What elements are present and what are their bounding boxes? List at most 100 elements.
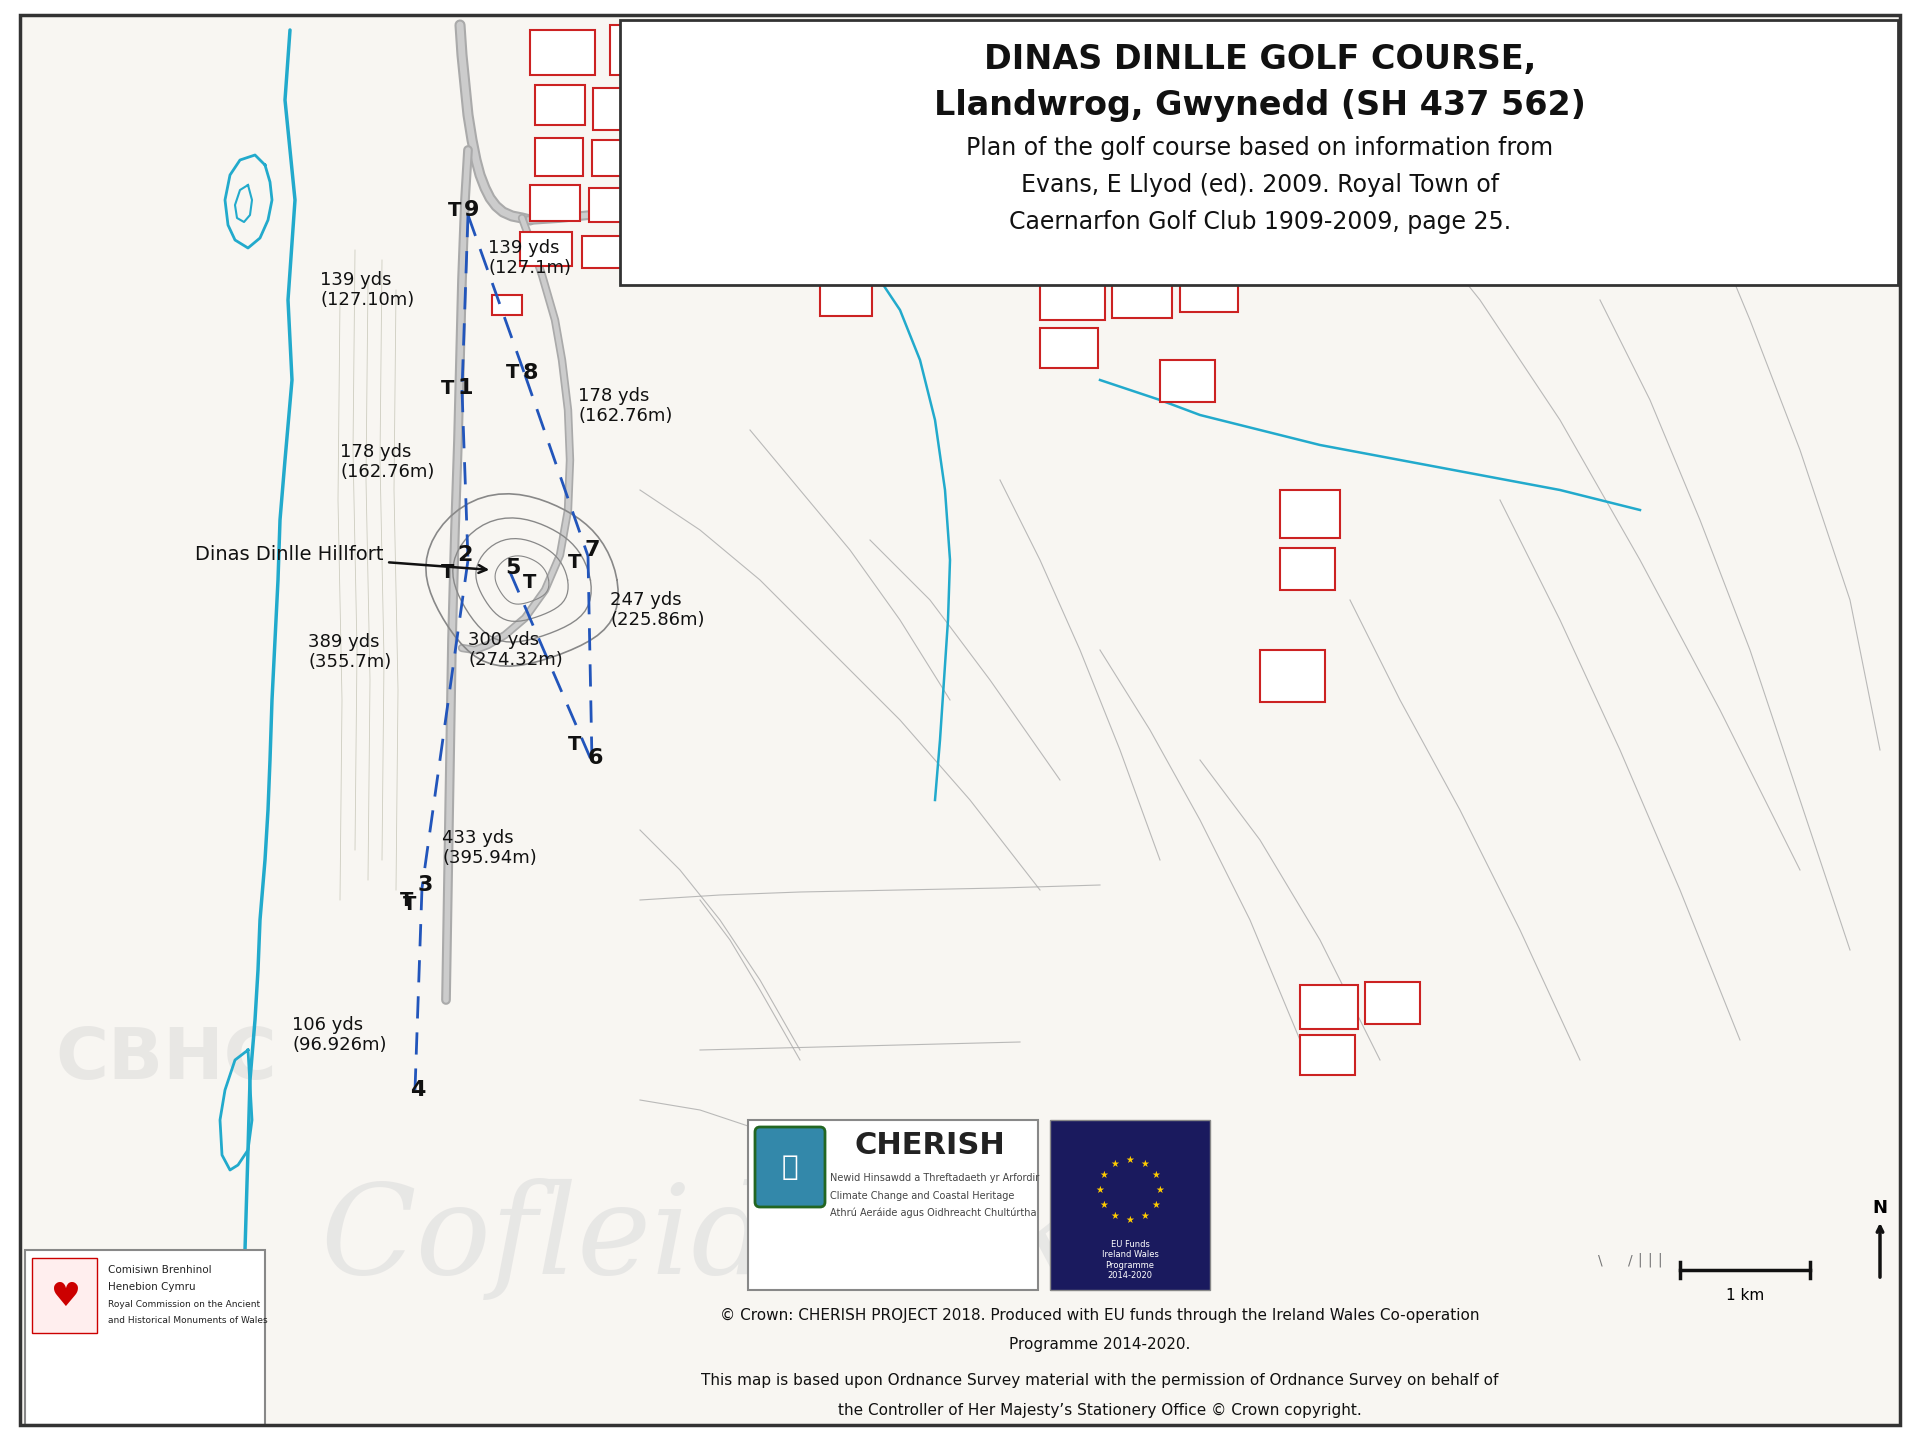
Text: |: | [1647,1253,1653,1267]
Text: the Controller of Her Majesty’s Stationery Office © Crown copyright.: the Controller of Her Majesty’s Statione… [839,1403,1361,1417]
Text: T: T [399,890,413,910]
Bar [620,20,1899,285]
Text: This map is based upon Ordnance Survey material with the permission of Ordnance : This map is based upon Ordnance Survey m… [701,1372,1500,1388]
Text: ★: ★ [1152,1200,1160,1210]
Text: 2: 2 [457,544,472,564]
Text: ★: ★ [1100,1200,1108,1210]
Text: CBHC: CBHC [56,1025,276,1094]
Bar [530,184,580,220]
Bar [536,85,586,125]
Bar [611,24,680,75]
Bar [795,82,854,124]
Text: Royal Commission on the Ancient: Royal Commission on the Ancient [108,1300,259,1309]
Bar [730,81,785,125]
Text: 139 yds
(127.10m): 139 yds (127.10m) [321,271,415,310]
Bar [1050,1120,1210,1290]
Text: ♥: ♥ [50,1280,81,1312]
Text: 139 yds
(127.1m): 139 yds (127.1m) [488,239,570,278]
Text: ⛵: ⛵ [781,1153,799,1181]
Bar [724,184,780,220]
FancyBboxPatch shape [755,1128,826,1207]
Text: ★: ★ [1125,1155,1135,1165]
Text: 9: 9 [465,200,480,220]
Bar [536,138,584,176]
Text: T: T [524,573,538,592]
Text: DINAS DINLLE GOLF COURSE,: DINAS DINLLE GOLF COURSE, [983,43,1536,76]
Bar [492,295,522,315]
Text: 7: 7 [584,540,599,560]
Bar [530,30,595,75]
Text: CHERISH: CHERISH [854,1130,1006,1159]
Text: N: N [1872,1200,1887,1217]
Text: T: T [442,379,455,397]
Text: and Historical Monuments of Wales: and Historical Monuments of Wales [108,1316,267,1325]
Text: Evans, E Llyod (ed). 2009. Royal Town of: Evans, E Llyod (ed). 2009. Royal Town of [1021,173,1500,197]
Bar [1181,268,1238,312]
Bar [1041,275,1106,320]
Text: ★: ★ [1152,1169,1160,1179]
Bar [520,232,572,266]
Text: Llandwrog, Gwynedd (SH 437 562): Llandwrog, Gwynedd (SH 437 562) [933,88,1586,121]
Bar [820,278,872,315]
Text: |: | [1638,1253,1642,1267]
Bar [660,82,726,130]
Text: 433 yds
(395.94m): 433 yds (395.94m) [442,828,538,867]
Text: T: T [568,736,582,755]
Bar [1160,360,1215,402]
Bar [593,88,653,130]
Text: 1 km: 1 km [1726,1287,1764,1303]
Bar [885,225,948,271]
Bar [820,230,877,271]
Text: Programme 2014-2020.: Programme 2014-2020. [1010,1338,1190,1352]
Text: ★: ★ [1110,1159,1119,1169]
Bar [1041,328,1098,369]
Text: 389 yds
(355.7m): 389 yds (355.7m) [307,632,392,671]
Text: T: T [568,553,582,573]
Text: EU Funds
Ireland Wales
Programme
2014-2020: EU Funds Ireland Wales Programme 2014-20… [1102,1240,1158,1280]
Bar [591,140,655,176]
Bar [1300,985,1357,1030]
Bar [1281,549,1334,590]
Text: Climate Change and Coastal Heritage: Climate Change and Coastal Heritage [829,1191,1014,1201]
Bar [662,135,718,176]
Bar [1300,1035,1356,1076]
Bar [689,27,745,73]
Bar [25,1250,265,1426]
Text: T: T [403,896,417,914]
Bar [645,230,703,266]
Text: |: | [1657,1253,1663,1267]
Text: Plan of the golf course based on information from: Plan of the golf course based on informa… [966,135,1553,160]
Text: Newid Hinsawdd a Threftadaeth yr Arfordir: Newid Hinsawdd a Threftadaeth yr Arfordi… [829,1174,1039,1184]
Bar [749,1120,1039,1290]
Text: ★: ★ [1096,1185,1104,1195]
Text: 6: 6 [588,747,603,768]
Bar [582,236,637,268]
Text: 178 yds
(162.76m): 178 yds (162.76m) [578,386,672,425]
Text: Athrú Aeráide agus Oidhreacht Chultúrtha: Athrú Aeráide agus Oidhreacht Chultúrtha [829,1208,1037,1218]
Text: ★: ★ [1125,1215,1135,1225]
Bar [793,135,854,176]
Text: ★: ★ [1156,1185,1164,1195]
Text: ★: ★ [1140,1159,1150,1169]
Text: ★: ★ [1110,1211,1119,1221]
Bar [1260,649,1325,701]
Bar [1281,490,1340,539]
Bar [657,181,716,220]
Text: 106 yds
(96.926m): 106 yds (96.926m) [292,1015,386,1054]
Text: \: \ [1597,1253,1603,1267]
Bar [1112,271,1171,318]
Bar [954,228,1010,266]
Bar [589,189,647,222]
Text: 247 yds
(225.86m): 247 yds (225.86m) [611,590,705,629]
Text: /: / [1628,1253,1632,1267]
Bar [1365,982,1421,1024]
Bar [728,138,785,176]
Text: T: T [442,563,455,582]
Text: Comisiwn Brenhinol: Comisiwn Brenhinol [108,1264,211,1274]
Text: ★: ★ [1100,1169,1108,1179]
Text: Cofleidio.uk: Cofleidio.uk [321,1179,1081,1300]
Text: ★: ★ [1140,1211,1150,1221]
Text: T: T [447,200,461,219]
Text: 8: 8 [522,363,538,383]
Text: 178 yds
(162.76m): 178 yds (162.76m) [340,442,434,481]
